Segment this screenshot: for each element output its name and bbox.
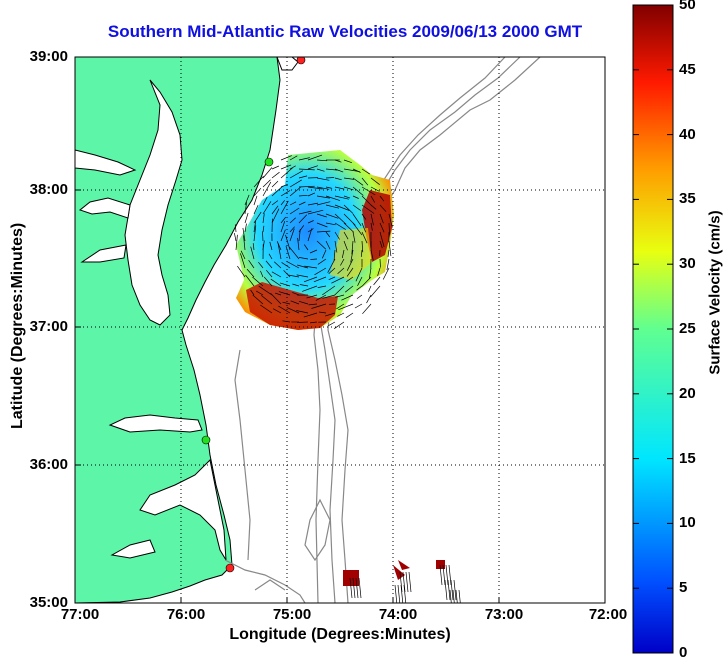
colorbar-tick-label: 20 [679,385,719,402]
colorbar-tick-label: 10 [679,514,719,531]
velocity-arrow [326,178,334,179]
colorbar-tick-label: 50 [679,0,719,13]
x-axis-label: Longitude (Degrees:Minutes) [75,626,605,644]
y-axis-label: Latitude (Degrees:Minutes) [9,229,27,429]
y-tick-label: 39:00 [8,48,68,65]
x-tick-label: 76:00 [156,606,216,623]
station-marker[interactable] [265,158,273,166]
colorbar-tick-label: 0 [679,644,719,661]
velocity-arrow [297,322,308,323]
velocity-arrow [380,259,381,268]
velocity-arrow [263,232,264,242]
colorbar-label: Surface Velocity (cm/s) [707,203,724,383]
x-tick-label: 73:00 [474,606,534,623]
colorbar-tick-label: 30 [679,255,719,272]
colorbar-tick-label: 25 [679,320,719,337]
y-tick-label: 36:00 [8,456,68,473]
velocity-arrow [310,259,317,260]
y-tick-label: 38:00 [8,181,68,198]
colorbar-tick-label: 45 [679,61,719,78]
colorbar-tick-label: 15 [679,450,719,467]
x-tick-label: 75:00 [262,606,322,623]
y-tick-label: 35:00 [8,594,68,611]
colorbar-tick-label: 35 [679,190,719,207]
x-tick-label: 74:00 [368,606,428,623]
x-tick-label: 72:00 [578,606,638,623]
station-marker[interactable] [202,436,210,444]
colorbar-tick-label: 5 [679,579,719,596]
colorbar-tick-label: 40 [679,126,719,143]
station-marker[interactable] [226,564,234,572]
